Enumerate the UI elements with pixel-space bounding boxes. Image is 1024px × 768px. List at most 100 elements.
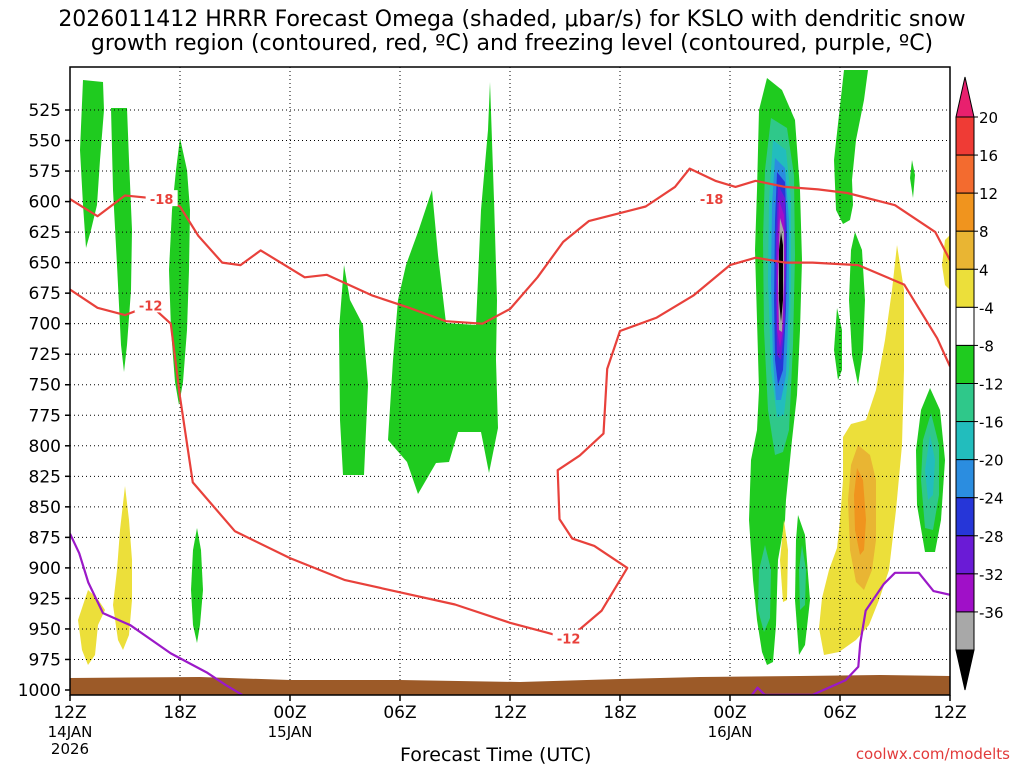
omega-area-negative (758, 545, 771, 632)
y-tick-label: 750 (29, 376, 61, 396)
y-tick-label: 875 (29, 528, 61, 548)
contour-label-bg (145, 190, 178, 207)
x-tick-label: 12Z (933, 703, 966, 723)
colorbar-label: 20 (979, 109, 998, 127)
colorbar-label: -36 (979, 604, 1004, 622)
omega-area-negative (388, 82, 498, 494)
contour-label-bg (552, 629, 585, 646)
y-tick-label: 550 (29, 132, 61, 152)
colorbar-bin (955, 383, 975, 423)
surface-terrain (70, 675, 950, 695)
colorbar-label: 4 (979, 261, 989, 279)
y-tick-label: 1000 (18, 681, 61, 701)
chart-title: 2026011412 HRRR Forecast Omega (shaded, … (0, 8, 1024, 56)
omega-area-negative (80, 80, 104, 248)
omega-colorbar: 20 16 12 8 4 -4 -8 -12 -16 -20 -24 -28 -32 -36 (955, 76, 1004, 691)
x-tick-label: 18Z (163, 703, 196, 723)
omega-area-positive (78, 590, 105, 665)
y-tick-label: 825 (29, 467, 61, 487)
y-tick-label: 725 (29, 345, 61, 365)
contour-label-bg (134, 296, 167, 313)
x-tick-date: 15JAN (268, 723, 313, 741)
y-tick-label: 675 (29, 284, 61, 304)
contour-label: -12 (139, 299, 163, 314)
contour-label: -18 (150, 193, 174, 208)
contour-label: -12 (557, 633, 581, 648)
x-tick-label: 06Z (823, 703, 856, 723)
y-tick-label: 575 (29, 162, 61, 182)
contour-freezing_level (70, 533, 243, 695)
contour-dendritic_-12C (70, 256, 950, 640)
contour-labels: -18 -18 -12 -12 (134, 190, 728, 648)
y-tick-label: 950 (29, 620, 61, 640)
omega-area-negative (834, 308, 842, 380)
colorbar-bin (955, 306, 975, 346)
omega-area-negative (834, 70, 868, 224)
omega-area-negative (849, 232, 865, 385)
colorbar-label: 12 (979, 185, 998, 203)
colorbar-label: -32 (979, 566, 1004, 584)
colorbar-bin (955, 535, 975, 575)
title-line-1: 2026011412 HRRR Forecast Omega (shaded, … (58, 7, 966, 32)
y-tick-label: 850 (29, 498, 61, 518)
colorbar-bin (955, 611, 975, 651)
y-tick-label: 600 (29, 193, 61, 213)
y-tick-label: 775 (29, 406, 61, 426)
y-tick-label: 700 (29, 315, 61, 335)
contour-label: -18 (700, 193, 724, 208)
title-line-2: growth region (contoured, red, ºC) and f… (90, 31, 934, 56)
contour-label-bg (695, 190, 728, 207)
x-tick-label: 00Z (713, 703, 746, 723)
omega-area-negative (191, 528, 203, 643)
colorbar-label: -4 (979, 299, 994, 317)
colorbar-label: -12 (979, 376, 1004, 394)
omega-area-negative (339, 265, 368, 475)
colorbar-label: -16 (979, 414, 1004, 432)
chart-grid (70, 67, 950, 695)
source-credit: coolwx.com/modelts (855, 745, 1010, 763)
x-tick-label: 12Z (53, 703, 86, 723)
colorbar-bin (955, 459, 975, 499)
x-tick-date: 14JAN (48, 723, 93, 741)
colorbar-label: 8 (979, 223, 989, 241)
y-tick-label: 650 (29, 254, 61, 274)
colorbar-bin (955, 230, 975, 270)
colorbar-bin (955, 192, 975, 232)
x-tick-label: 18Z (603, 703, 636, 723)
y-tick-label: 900 (29, 559, 61, 579)
y-tick-label: 625 (29, 223, 61, 243)
colorbar-bin (955, 421, 975, 461)
omega-shading (78, 70, 950, 665)
omega-area-negative (799, 545, 806, 610)
colorbar-label: 16 (979, 147, 998, 165)
colorbar-label: -28 (979, 528, 1004, 546)
y-tick-label: 975 (29, 650, 61, 670)
omega-area-negative (925, 435, 935, 500)
colorbar-bin (955, 268, 975, 308)
y-tick-label: 800 (29, 437, 61, 457)
x-tick-label: 00Z (273, 703, 306, 723)
colorbar-top-arrow (955, 76, 975, 118)
omega-area-negative (111, 108, 132, 372)
colorbar-bin (955, 154, 975, 194)
omega-area-positive (854, 468, 866, 555)
contour-dendritic_-18C (70, 167, 950, 325)
colorbar-label: -24 (979, 490, 1004, 508)
colorbar-bin (955, 116, 975, 156)
omega-area-negative (910, 160, 915, 198)
y-tick-label: 925 (29, 589, 61, 609)
y-axis: 525 550 575 600 625 650 675 700 725 750 775 800 825 8… (18, 101, 70, 701)
x-tick-year: 2026 (51, 740, 89, 758)
omega-area-negative (779, 232, 783, 322)
x-tick-label: 06Z (383, 703, 416, 723)
colorbar-bottom-arrow (955, 649, 975, 691)
colorbar-bin (955, 344, 975, 384)
colorbar-bin (955, 573, 975, 613)
omega-area-positive (780, 520, 788, 602)
colorbar-bin (955, 497, 975, 537)
x-axis-label: Forecast Time (UTC) (400, 744, 592, 766)
colorbar-label: -8 (979, 337, 994, 355)
colorbar-label: -20 (979, 452, 1004, 470)
